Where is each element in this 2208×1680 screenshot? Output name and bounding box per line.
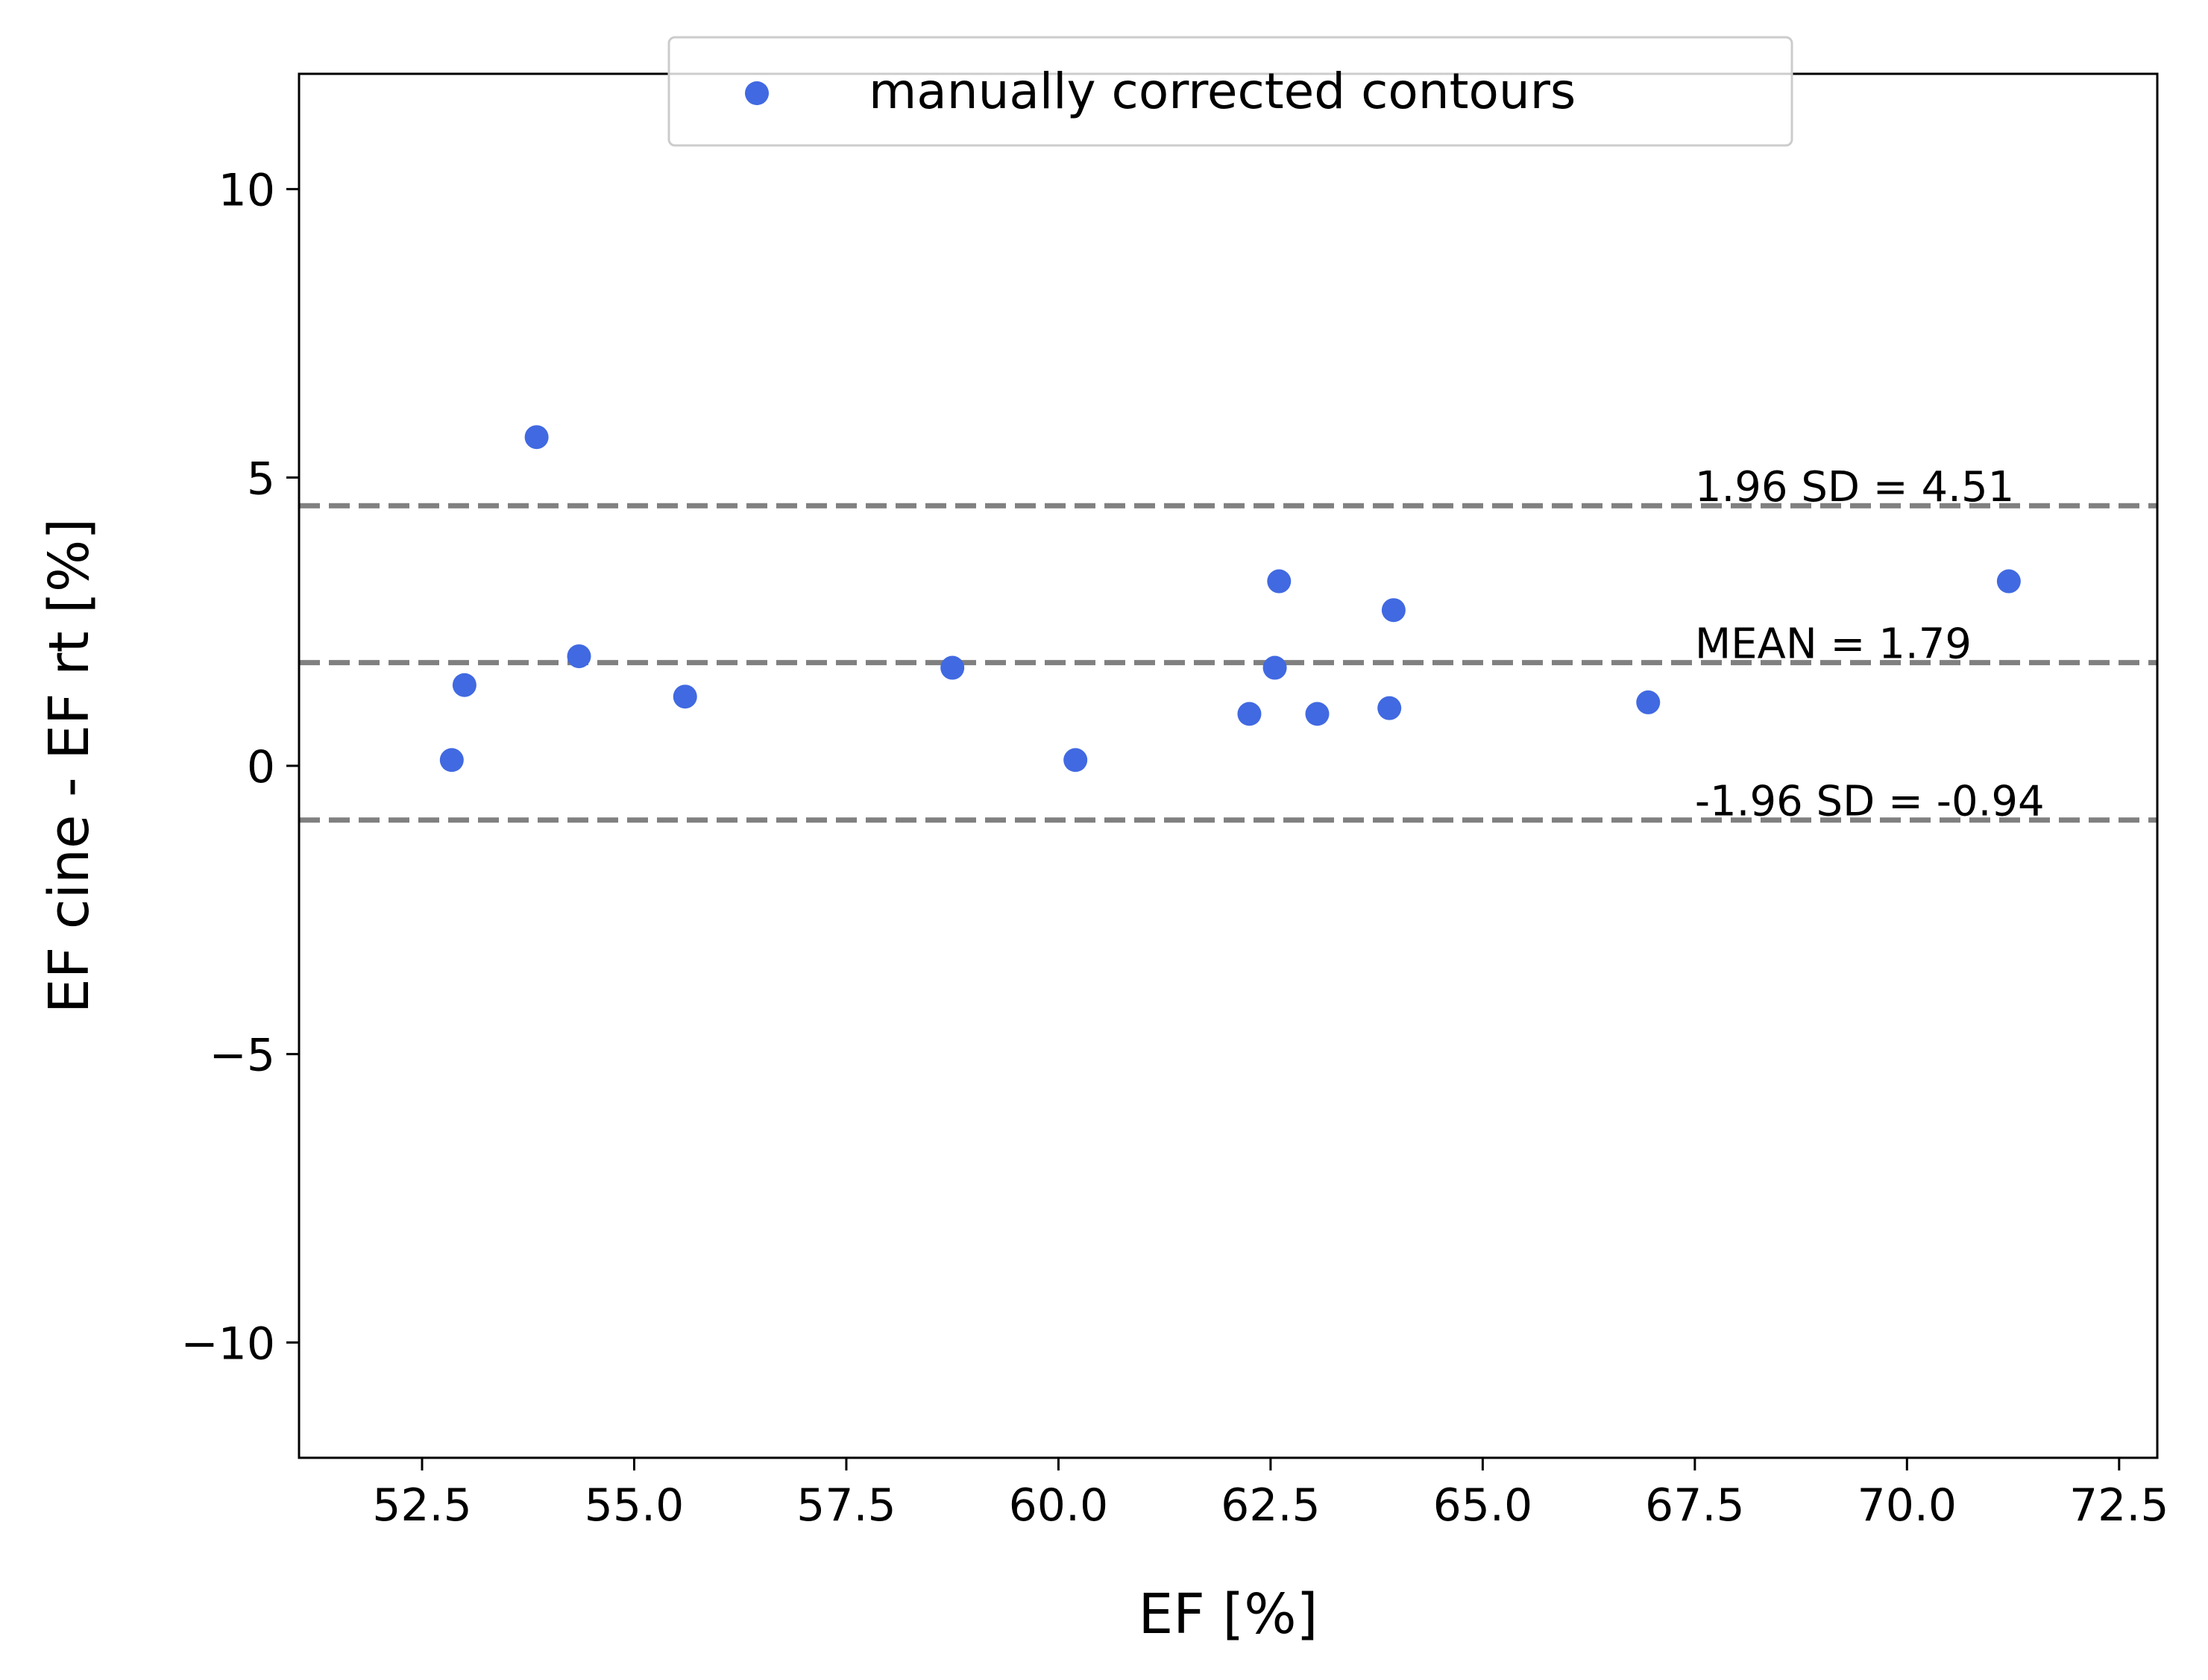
data-point [940,655,965,680]
legend-label: manually corrected contours [869,63,1576,120]
data-point [1262,655,1287,680]
x-tick-label: 67.5 [1645,1479,1745,1532]
data-point [1381,598,1406,623]
x-tick-label: 65.0 [1433,1479,1533,1532]
data-points [439,425,2021,773]
x-tick-label: 72.5 [2069,1479,2169,1532]
plot-area [299,74,2157,1458]
data-point [1305,702,1330,726]
legend: manually corrected contours [667,36,1793,147]
y-tick-label: 10 [218,165,275,217]
y-axis-label: EF cine - EF rt [%] [37,518,101,1013]
data-point [1267,569,1292,594]
reference-line-label: -1.96 SD = -0.94 [1695,778,2045,826]
data-point [1636,690,1661,714]
y-tick-label: 5 [247,453,275,505]
x-axis-ticks: 52.5 55.0 57.5 60.0 62.5 65.0 67.5 70.0 72.5 [372,1458,2169,1532]
y-tick-label: −10 [180,1318,275,1370]
data-point [1237,702,1262,726]
x-tick-label: 52.5 [372,1479,472,1532]
legend-box [667,36,1793,147]
data-point [1377,696,1402,720]
reference-labels: 1.96 SD = 4.51 MEAN = 1.79 -1.96 SD = -0.9… [1695,463,2045,825]
x-tick-label: 60.0 [1009,1479,1109,1532]
y-axis-ticks: 10 5 0 −5 −10 [180,165,299,1370]
x-tick-label: 70.0 [1858,1479,1957,1532]
data-point [1063,748,1088,773]
x-tick-label: 62.5 [1221,1479,1321,1532]
reference-line-label: MEAN = 1.79 [1695,620,1972,669]
legend-marker [745,81,769,105]
data-point [524,425,549,450]
y-tick-label: −5 [210,1030,275,1082]
data-point [439,748,464,773]
reference-line-label: 1.96 SD = 4.51 [1695,463,2014,512]
data-point [1996,569,2021,594]
y-tick-label: 0 [247,741,275,793]
x-tick-label: 55.0 [585,1479,685,1532]
reference-lines [299,503,2157,823]
x-tick-label: 57.5 [796,1479,896,1532]
data-point [567,644,591,669]
data-point [452,673,476,697]
x-axis-label: EF [%] [1139,1582,1318,1646]
data-point [673,685,697,709]
